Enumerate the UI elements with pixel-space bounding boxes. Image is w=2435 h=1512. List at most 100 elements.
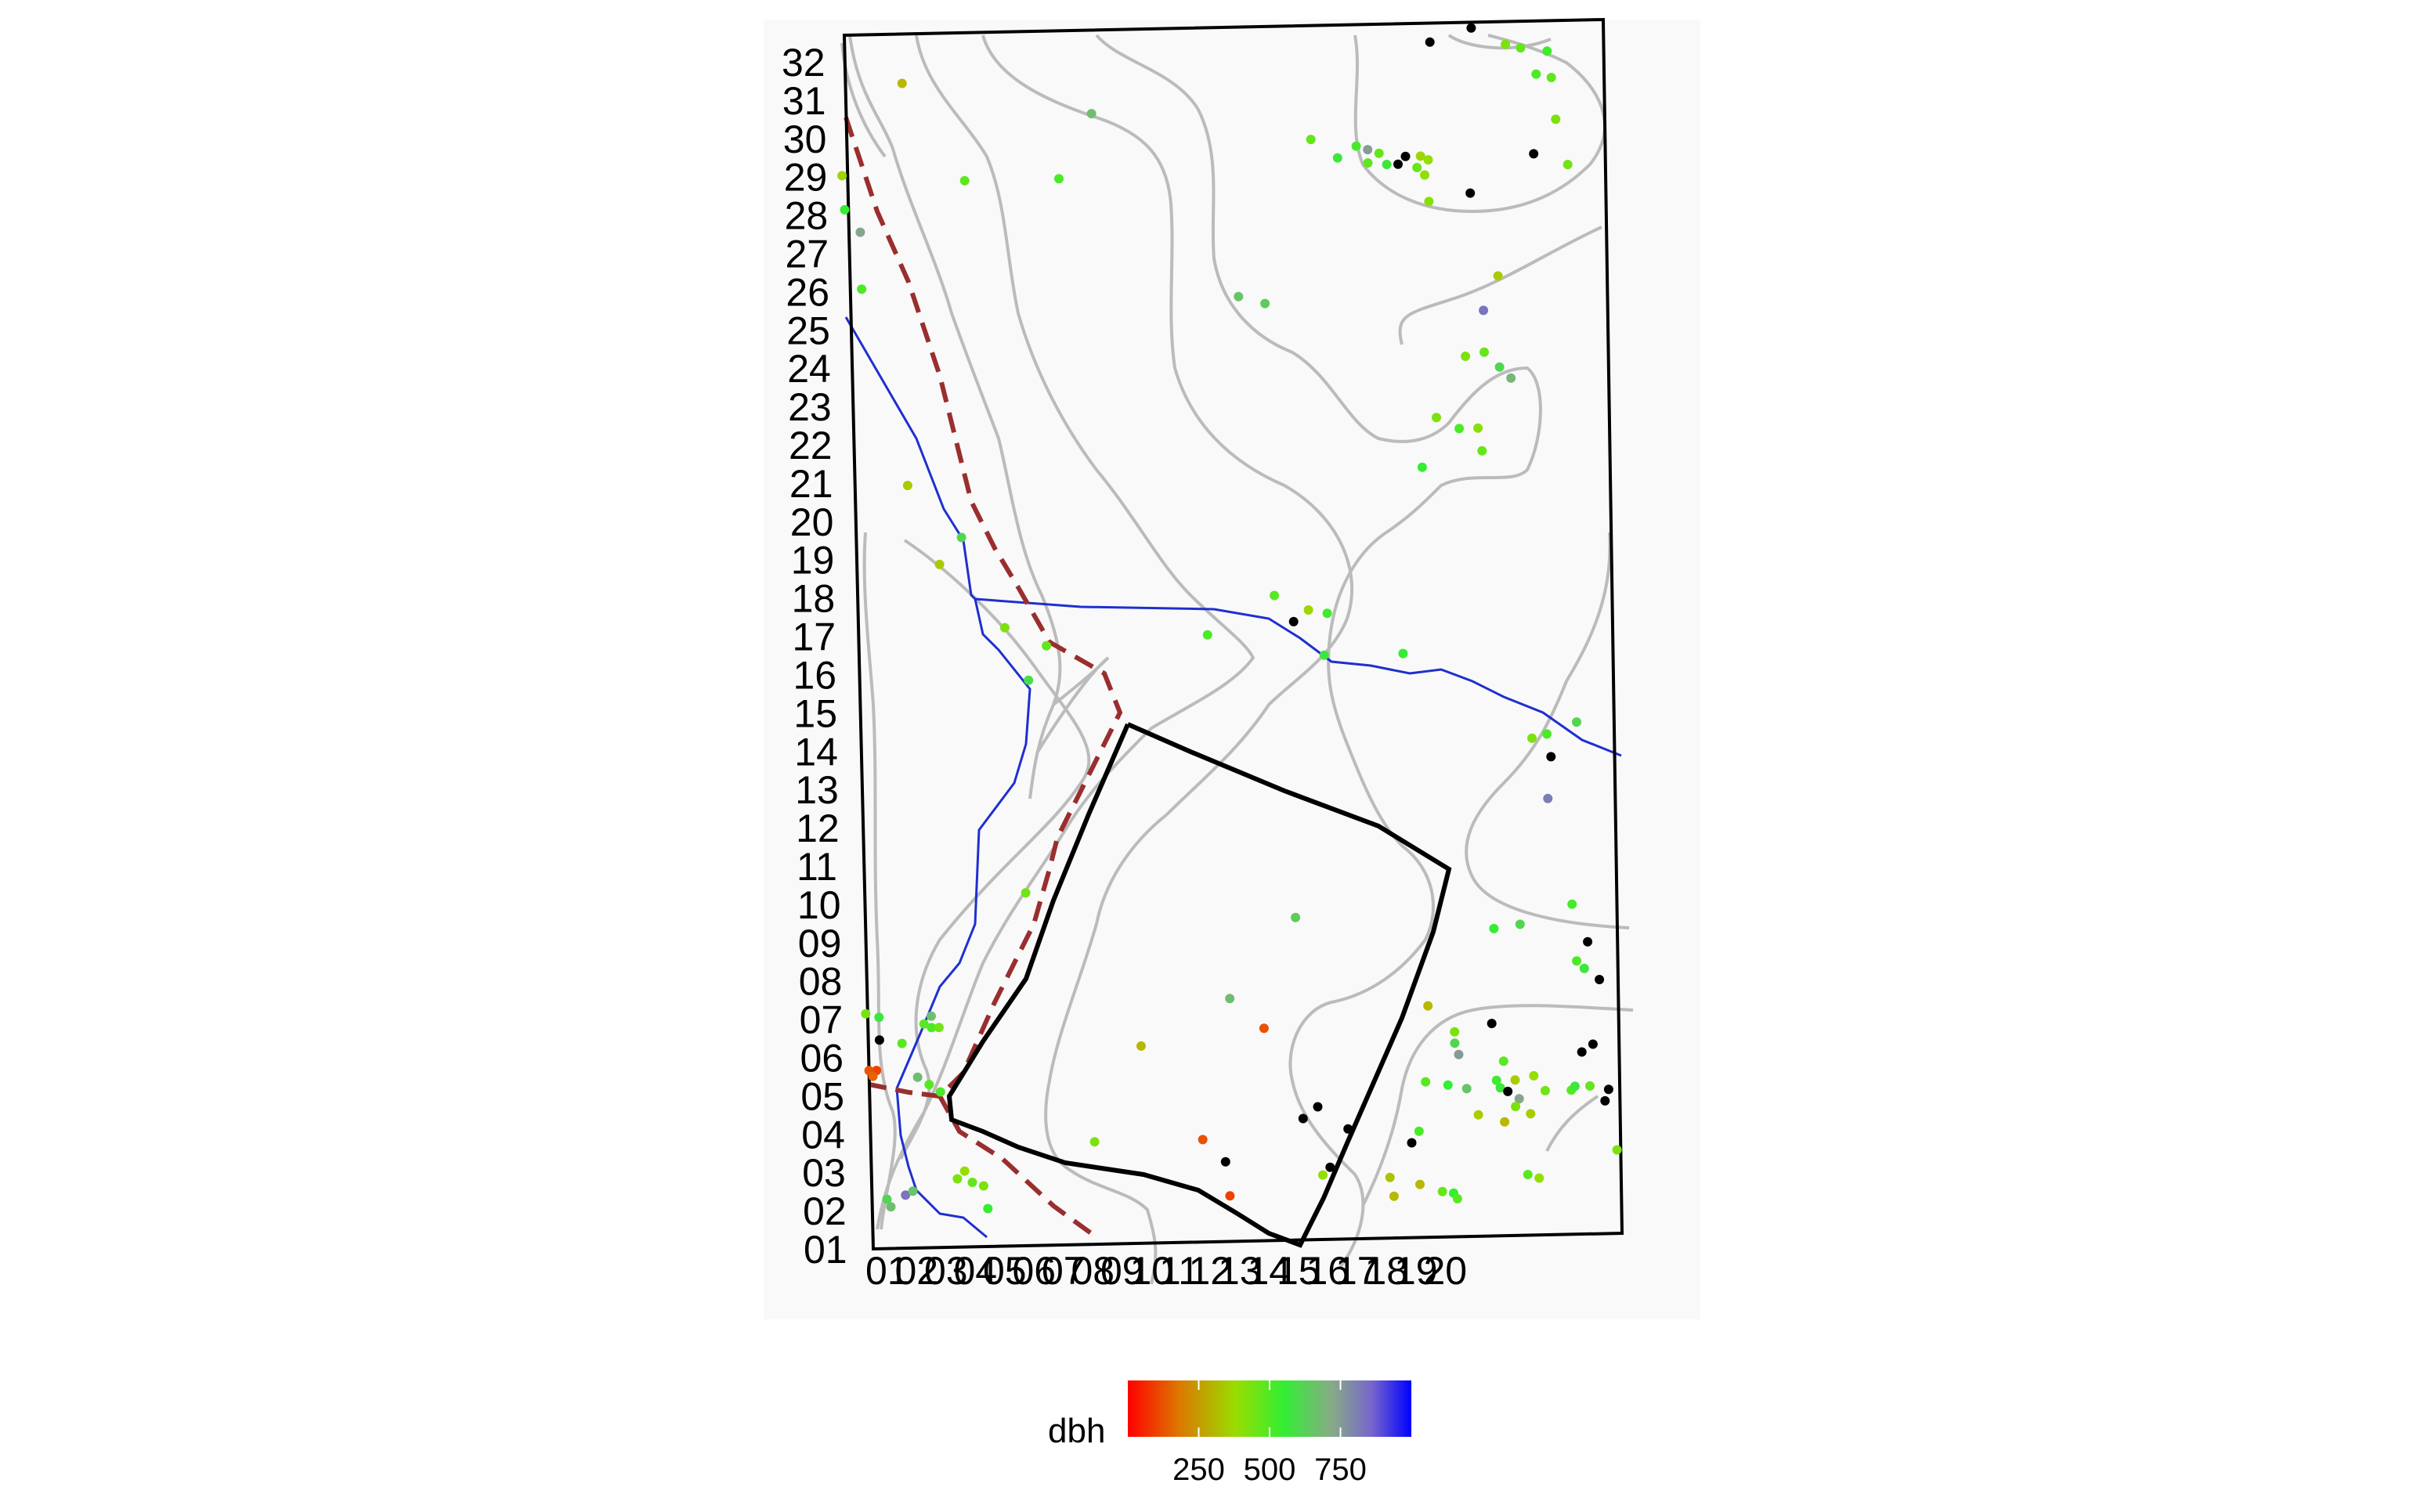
- y-tick-label: 18: [792, 577, 836, 621]
- x-tick-label: 01: [865, 1249, 909, 1293]
- tree-point: [1493, 271, 1503, 281]
- x-tick-label: 10: [1130, 1249, 1174, 1293]
- y-tick-label: 20: [790, 500, 834, 544]
- contour-line: [1465, 532, 1630, 929]
- tree-point: [1510, 1075, 1520, 1085]
- tree-point: [1363, 158, 1373, 168]
- tree-point: [1325, 1162, 1335, 1172]
- x-tick-label: 09: [1100, 1249, 1144, 1293]
- tree-point: [983, 1203, 993, 1214]
- tree-point: [1603, 1084, 1613, 1095]
- stream-line: [844, 316, 1031, 1239]
- tree-point: [919, 1019, 929, 1029]
- y-tick-label: 31: [782, 79, 826, 123]
- tree-point: [1407, 1138, 1417, 1148]
- tree-point: [1563, 160, 1573, 170]
- tree-point: [1461, 1084, 1472, 1094]
- y-tick-label: 09: [798, 922, 842, 965]
- tree-point: [1220, 1157, 1230, 1167]
- trail-line: [844, 117, 1123, 1240]
- stream-line: [974, 597, 1622, 757]
- tree-point: [959, 1166, 970, 1176]
- tree-point: [1506, 373, 1516, 383]
- x-tick-label: 20: [1424, 1249, 1468, 1293]
- tree-point: [952, 1174, 963, 1184]
- tree-point: [1523, 1170, 1533, 1179]
- x-tick-label: 18: [1365, 1249, 1409, 1293]
- tree-point: [1424, 197, 1434, 207]
- contour-line: [876, 34, 1255, 1230]
- y-axis-tick-labels: 0102030405060708091011121314151617181920…: [782, 41, 847, 1272]
- y-tick-label: 10: [797, 883, 841, 927]
- tree-point: [927, 1023, 937, 1033]
- y-tick-label: 22: [789, 424, 833, 467]
- tree-point: [1450, 1038, 1460, 1048]
- tree-point: [874, 1012, 884, 1023]
- tree-point: [1526, 1109, 1536, 1119]
- y-tick-label: 01: [804, 1228, 847, 1272]
- tree-point: [1461, 352, 1471, 361]
- tree-point: [1225, 994, 1235, 1004]
- tree-point: [882, 1194, 892, 1204]
- tree-point: [1306, 135, 1316, 145]
- y-tick-label: 13: [795, 768, 839, 812]
- tree-point: [840, 204, 850, 215]
- tree-point: [1500, 1117, 1510, 1127]
- tree-point: [1494, 362, 1505, 372]
- tree-point: [1511, 1102, 1521, 1112]
- tree-point: [1332, 153, 1342, 163]
- y-tick-label: 04: [801, 1113, 845, 1157]
- tree-point: [927, 1011, 936, 1021]
- y-tick-label: 02: [803, 1189, 847, 1233]
- tree-point: [1529, 149, 1539, 159]
- tree-point: [978, 1181, 988, 1191]
- tree-point: [1612, 1145, 1622, 1155]
- tree-point: [1382, 160, 1392, 169]
- x-tick-label: 12: [1189, 1249, 1233, 1293]
- tree-point: [1503, 1086, 1513, 1096]
- tree-point: [855, 227, 865, 237]
- tree-point: [1531, 69, 1541, 79]
- tree-point: [967, 1178, 977, 1187]
- y-tick-label: 23: [788, 385, 832, 429]
- tree-point: [1313, 1102, 1323, 1112]
- tree-point: [1425, 37, 1435, 47]
- tree-point: [1501, 39, 1511, 49]
- tree-point: [1260, 298, 1270, 309]
- tree-point: [1415, 1179, 1425, 1189]
- tree-point: [1202, 630, 1212, 640]
- tree-point: [857, 284, 867, 294]
- tree-point: [1400, 151, 1411, 161]
- legend-tick-label: 750: [1314, 1452, 1367, 1487]
- contour-line: [1036, 656, 1110, 753]
- tree-point: [1477, 446, 1487, 456]
- tree-point: [1319, 650, 1329, 660]
- tree-point: [1452, 1193, 1462, 1203]
- contour-line: [1447, 34, 1552, 50]
- y-tick-label: 08: [799, 960, 843, 1004]
- y-tick-label: 27: [786, 233, 829, 276]
- x-tick-label: 07: [1042, 1249, 1086, 1293]
- tree-point: [1421, 1077, 1431, 1087]
- x-tick-label: 14: [1248, 1249, 1292, 1293]
- tree-point: [956, 532, 966, 543]
- tree-point: [868, 1071, 878, 1081]
- tree-point: [1546, 73, 1556, 82]
- x-tick-label: 11: [1159, 1249, 1200, 1293]
- y-tick-label: 19: [791, 539, 835, 583]
- tree-point: [1454, 1049, 1464, 1059]
- tree-point: [1487, 1019, 1497, 1029]
- y-tick-label: 32: [782, 41, 826, 85]
- tree-point: [1543, 793, 1553, 803]
- tree-point: [886, 1202, 896, 1212]
- tree-point: [1385, 1172, 1395, 1182]
- y-tick-label: 21: [789, 462, 833, 506]
- legend-tick-label: 250: [1172, 1452, 1225, 1487]
- tree-point: [1351, 141, 1361, 151]
- tree-point: [1234, 291, 1244, 301]
- tree-point: [959, 175, 970, 186]
- tree-point: [1291, 912, 1301, 922]
- x-tick-label: 02: [895, 1249, 939, 1293]
- tree-point: [1479, 347, 1489, 357]
- contour-line: [899, 539, 1091, 1160]
